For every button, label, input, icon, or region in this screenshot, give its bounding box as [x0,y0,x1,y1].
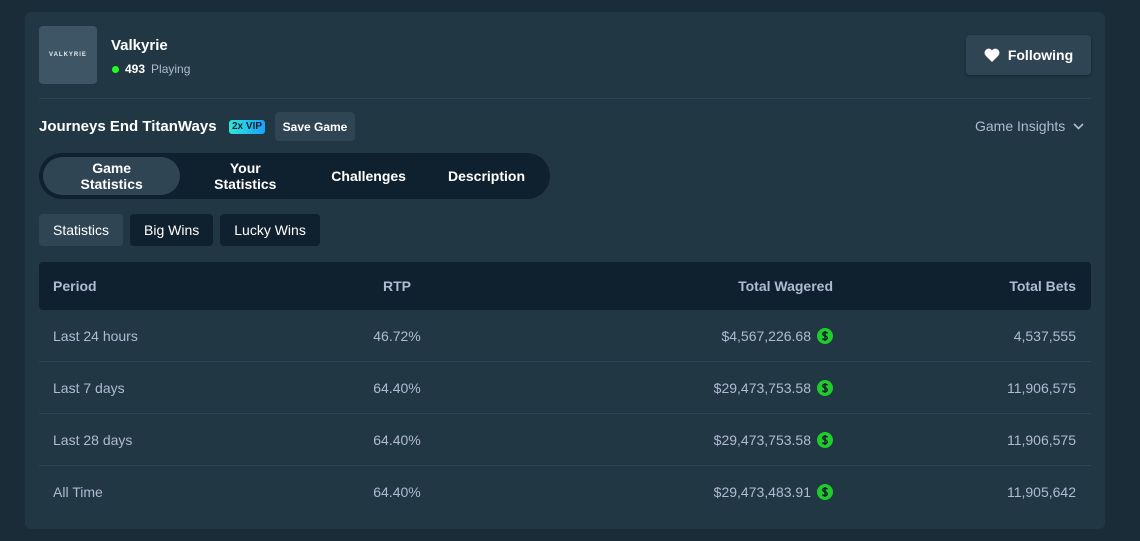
game-logo[interactable]: VALKYRIE [39,26,97,84]
cell-text: Last 28 days [53,431,133,448]
table-cell: 64.40% [347,466,447,517]
cell-text: Last 24 hours [53,327,138,344]
table-cell: Last 28 days [53,414,132,465]
table-cell: Last 7 days [53,362,125,413]
table-header: Period RTP Total Wagered Total Bets [39,262,1091,310]
currency-icon [817,327,833,344]
column-header: Total Bets [1009,278,1076,294]
player-count: 493 [125,62,146,76]
player-label: Playing [151,62,191,76]
subtab-bar: Statistics Big Wins Lucky Wins [39,214,320,246]
table-cell: 4,537,555 [1014,310,1076,361]
subtab[interactable]: Big Wins [130,214,214,246]
table-cell: $29,473,753.58 [714,414,833,465]
cell-text: 46.72% [373,327,421,344]
table-row: Last 24 hours 46.72% $4,567,226.68 4,537,55… [39,310,1091,362]
column-header: Period [53,278,97,294]
chevron-icon [1073,122,1084,130]
table-row: Last 7 days 64.40% $29,473,753.58 11,906,57… [39,362,1091,414]
follow-button[interactable]: Following [966,35,1091,75]
game-title: Journeys End TitanWays [39,118,217,135]
table-cell: 11,905,642 [1007,466,1076,517]
tab[interactable]: Description [427,157,546,195]
table-cell: 46.72% [347,310,447,361]
statistics-table: Period RTP Total Wagered Total Bets Last 24 … [39,262,1091,517]
insights-label: Game Insights [975,118,1066,134]
cell-text: $29,473,753.58 [713,431,811,448]
table-cell: $29,473,483.91 [714,466,833,517]
subtab[interactable]: Statistics [39,214,124,246]
heart-icon [984,48,1000,62]
currency-icon [817,431,833,448]
divider [39,98,1091,99]
cell-text: All Time [53,483,103,500]
table-cell: $29,473,753.58 [714,362,833,413]
game-name[interactable]: Valkyrie [111,37,168,54]
cell-text: 64.40% [373,483,421,500]
table-cell: $4,567,226.68 [721,310,833,361]
cell-text: Last 7 days [53,379,125,396]
game-insights-dropdown[interactable]: Game Insights [975,118,1084,134]
tab[interactable]: Game Statistics [43,157,181,195]
cell-text: 11,906,575 [1006,431,1076,448]
subtab[interactable]: Lucky Wins [220,214,320,246]
table-cell: 64.40% [347,362,447,413]
vip-badge: 2x VIP [229,120,266,134]
table-cell: 11,906,575 [1007,414,1076,465]
currency-icon [817,379,833,396]
tab-bar: Game Statistics Your Statistics Challenges… [39,153,550,199]
cell-text: 4,537,555 [1013,327,1076,344]
follow-label: Following [1007,47,1074,63]
cell-text: 11,906,575 [1006,379,1076,396]
players-online: 493 Playing [112,62,190,76]
table-row: Last 28 days 64.40% $29,473,753.58 11,906,5… [39,414,1091,466]
tab[interactable]: Challenges [310,157,427,195]
cell-text: $29,473,483.91 [713,483,811,500]
cell-text: 64.40% [373,431,421,448]
table-cell: 64.40% [347,414,447,465]
online-dot [112,65,119,73]
table-cell: All Time [53,466,103,517]
currency-icon [817,483,833,500]
cell-text: $4,567,226.68 [721,327,811,344]
cell-text: $29,473,753.58 [713,379,811,396]
table-cell: Last 24 hours [53,310,138,361]
cell-text: 11,905,642 [1006,483,1076,500]
cell-text: 64.40% [373,379,421,396]
logo-text: VALKYRIE [49,52,87,58]
tab[interactable]: Your Statistics [180,157,310,195]
column-header: Total Wagered [738,278,833,294]
save-game-button[interactable]: Save Game [275,112,355,141]
table-row: All Time 64.40% $29,473,483.91 11,905,642 [39,466,1091,517]
table-cell: 11,906,575 [1007,362,1076,413]
column-header: RTP [383,278,411,294]
